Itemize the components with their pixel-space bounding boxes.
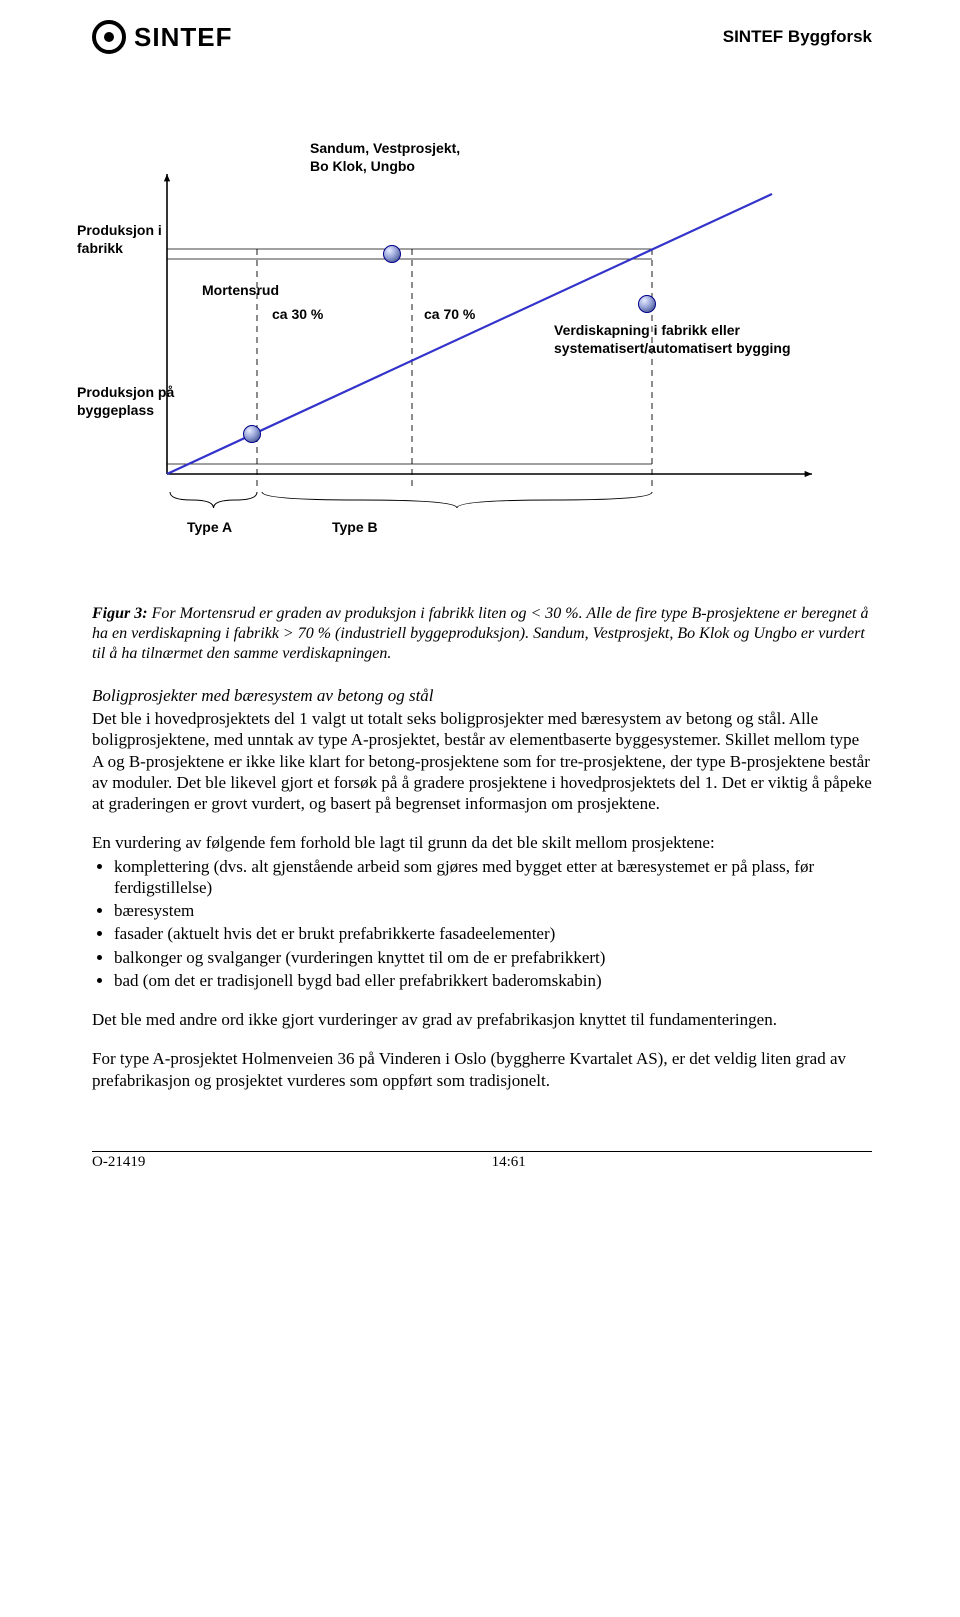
label-top: Sandum, Vestprosjekt, Bo Klok, Ungbo — [310, 140, 460, 175]
criteria-list: komplettering (dvs. alt gjenstående arbe… — [92, 856, 872, 992]
section-p2-intro: En vurdering av følgende fem forhold ble… — [92, 832, 872, 853]
logo-text: SINTEF — [134, 22, 232, 53]
section-p3: Det ble med andre ord ikke gjort vurderi… — [92, 1009, 872, 1030]
label-ca70: ca 70 % — [424, 306, 475, 324]
page-header: SINTEF SINTEF Byggforsk — [92, 20, 872, 54]
page-footer: O-21419 14:61 — [92, 1151, 872, 1171]
caption-rest: For Mortensrud er graden av produksjon i… — [92, 605, 868, 662]
section-p1: Det ble i hovedprosjektets del 1 valgt u… — [92, 708, 872, 814]
header-right-text: SINTEF Byggforsk — [723, 27, 872, 47]
list-item: balkonger og svalganger (vurderingen kny… — [114, 947, 872, 968]
label-type-a: Type A — [187, 519, 232, 537]
list-item: bad (om det er tradisjonell bygd bad ell… — [114, 970, 872, 991]
caption-lead: Figur 3: — [92, 605, 148, 622]
section-subhead: Boligprosjekter med bæresystem av betong… — [92, 686, 872, 706]
list-item: fasader (aktuelt hvis det er brukt prefa… — [114, 923, 872, 944]
page: SINTEF SINTEF Byggforsk Sandum, Vestpros… — [0, 0, 960, 1191]
label-ca30: ca 30 % — [272, 306, 323, 324]
label-prod-bygg: Produksjon på byggeplass — [77, 384, 174, 419]
label-verdisk: Verdiskapning i fabrikk eller systematis… — [554, 322, 791, 357]
label-mortensrud: Mortensrud — [202, 282, 279, 300]
footer-page-number: 14:61 — [145, 1154, 872, 1171]
list-item: bæresystem — [114, 900, 872, 921]
logo-dot-icon — [104, 32, 114, 42]
list-item: komplettering (dvs. alt gjenstående arbe… — [114, 856, 872, 899]
label-type-b: Type B — [332, 519, 378, 537]
figure-3-caption: Figur 3: For Mortensrud er graden av pro… — [92, 604, 872, 664]
sintef-logo: SINTEF — [92, 20, 232, 54]
section-p4: For type A-prosjektet Holmenveien 36 på … — [92, 1048, 872, 1091]
footer-left: O-21419 — [92, 1154, 145, 1171]
logo-ring-icon — [92, 20, 126, 54]
figure-3-diagram: Sandum, Vestprosjekt, Bo Klok, Ungbo Pro… — [92, 94, 872, 574]
label-prod-fabrikk: Produksjon i fabrikk — [77, 222, 162, 257]
